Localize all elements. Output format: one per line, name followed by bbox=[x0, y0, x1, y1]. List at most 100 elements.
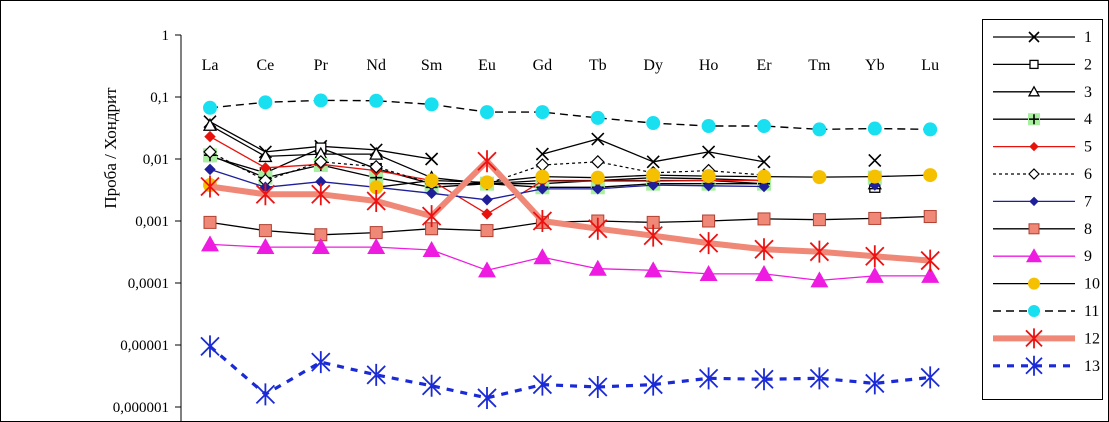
category-label: Dy bbox=[643, 57, 663, 74]
data-point bbox=[313, 93, 328, 108]
category-labels: La Ce Pr Nd Sm Eu Gd Tb Dy Ho Er Tm Yb Lu bbox=[202, 57, 940, 74]
legend-marker bbox=[1029, 141, 1039, 152]
data-point bbox=[367, 238, 386, 255]
data-point bbox=[258, 149, 273, 163]
data-point bbox=[535, 169, 550, 184]
legend-label: 1 bbox=[1084, 29, 1092, 46]
data-point bbox=[480, 175, 494, 190]
data-point bbox=[920, 366, 940, 389]
legend-label: 3 bbox=[1084, 84, 1092, 101]
series-line bbox=[209, 158, 931, 264]
data-point bbox=[366, 363, 386, 386]
legend-entry-5: 5 bbox=[993, 139, 1092, 156]
data-point bbox=[203, 215, 217, 229]
data-point bbox=[313, 154, 328, 169]
data-point bbox=[757, 155, 771, 169]
data-point bbox=[754, 368, 774, 391]
legend-entry-11: 11 bbox=[993, 303, 1099, 320]
data-point bbox=[923, 168, 938, 183]
data-point bbox=[533, 248, 552, 265]
data-point bbox=[758, 180, 770, 193]
data-point bbox=[590, 154, 605, 169]
data-point bbox=[701, 169, 716, 184]
legend-label: 11 bbox=[1084, 303, 1099, 320]
data-point bbox=[754, 238, 774, 261]
legend-entry-1: 1 bbox=[993, 29, 1092, 46]
data-point bbox=[204, 163, 216, 176]
legend-label: 13 bbox=[1084, 358, 1100, 375]
data-point bbox=[810, 271, 829, 288]
data-point bbox=[535, 158, 550, 172]
data-point bbox=[311, 238, 330, 255]
category-label: Tb bbox=[589, 57, 607, 74]
series-12 bbox=[200, 150, 940, 272]
category-label: Tm bbox=[808, 57, 831, 74]
data-point bbox=[311, 183, 331, 206]
legend-marker bbox=[1028, 305, 1040, 317]
legend-label: 10 bbox=[1084, 276, 1100, 293]
legend-entry-2: 2 bbox=[993, 56, 1092, 73]
axes: 1 0,1 0,01 0,001 0,0001 0,00001 0,000001 bbox=[113, 28, 182, 421]
data-point bbox=[698, 232, 719, 255]
data-point bbox=[702, 145, 716, 159]
category-label: Er bbox=[756, 57, 772, 74]
data-point bbox=[590, 170, 605, 185]
series-line bbox=[209, 99, 931, 131]
data-point bbox=[923, 210, 937, 224]
data-point bbox=[809, 367, 830, 390]
legend-marker bbox=[1027, 85, 1041, 97]
data-point bbox=[369, 146, 384, 160]
data-point bbox=[644, 261, 663, 278]
data-point bbox=[643, 373, 663, 396]
data-point bbox=[921, 266, 940, 283]
data-point bbox=[643, 224, 663, 247]
legend-label: 5 bbox=[1084, 139, 1092, 156]
data-point bbox=[699, 264, 718, 281]
data-point bbox=[424, 173, 439, 188]
data-point bbox=[920, 249, 940, 272]
data-point bbox=[258, 95, 273, 110]
data-point bbox=[425, 187, 438, 199]
y-tick-label: 0,000001 bbox=[113, 400, 169, 416]
legend-label: 4 bbox=[1084, 111, 1092, 128]
data-point bbox=[755, 264, 773, 281]
data-point bbox=[311, 351, 331, 374]
series-line bbox=[542, 138, 765, 163]
legend-entry-3: 3 bbox=[993, 84, 1092, 101]
legend-marker bbox=[1028, 223, 1040, 235]
legend-label: 9 bbox=[1084, 248, 1092, 265]
legend-label: 6 bbox=[1084, 166, 1092, 183]
series-11 bbox=[203, 93, 938, 137]
category-label: Gd bbox=[533, 57, 553, 74]
data-point bbox=[201, 235, 219, 252]
data-point bbox=[255, 383, 276, 406]
legend-label: 2 bbox=[1084, 56, 1092, 73]
category-label: Pr bbox=[314, 57, 329, 74]
data-point bbox=[366, 190, 386, 213]
legend-entry-10: 10 bbox=[993, 276, 1100, 293]
data-point bbox=[535, 105, 550, 120]
category-label: Nd bbox=[366, 57, 386, 74]
data-point bbox=[590, 110, 605, 125]
legend-label: 12 bbox=[1084, 330, 1100, 347]
legend-entry-9: 9 bbox=[993, 248, 1092, 265]
legend-entry-7: 7 bbox=[993, 193, 1092, 210]
data-point bbox=[203, 145, 217, 159]
data-point bbox=[698, 367, 719, 390]
legend-entry-12: 12 bbox=[993, 328, 1100, 349]
data-point bbox=[256, 238, 275, 255]
data-point bbox=[369, 180, 384, 195]
category-label: Lu bbox=[921, 57, 939, 74]
data-point bbox=[477, 150, 497, 173]
data-point bbox=[200, 175, 220, 198]
data-point bbox=[865, 245, 885, 268]
data-point bbox=[867, 121, 882, 136]
data-point bbox=[865, 372, 885, 395]
y-tick-label: 0,00001 bbox=[120, 338, 169, 354]
y-tick-label: 0,0001 bbox=[128, 276, 169, 292]
data-point bbox=[421, 205, 442, 228]
data-point bbox=[646, 168, 661, 183]
data-point bbox=[812, 213, 826, 227]
